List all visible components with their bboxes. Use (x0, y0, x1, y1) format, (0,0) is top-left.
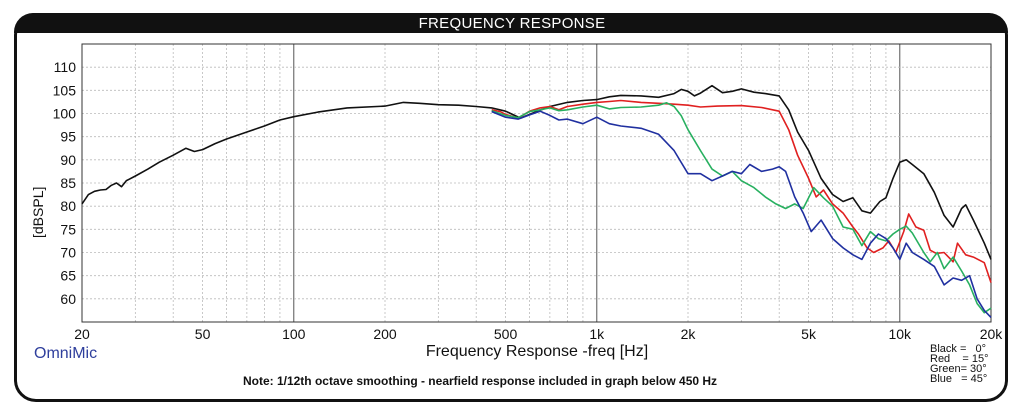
x-tick-label: 10k (888, 326, 912, 342)
legend: Black = 0° Red = 15° Green= 30° Blue = 4… (930, 343, 989, 385)
x-tick-label: 200 (373, 326, 397, 342)
y-tick-label: 70 (60, 245, 76, 261)
x-tick-label: 20k (980, 326, 1004, 342)
x-tick-label: 1k (589, 326, 605, 342)
legend-entry-blue: Blue = 45° (930, 373, 988, 385)
y-tick-label: 65 (60, 268, 76, 284)
y-tick-label: 75 (60, 221, 76, 237)
series-line-black (81, 84, 992, 260)
x-axis-label: Frequency Response -freq [Hz] (425, 343, 649, 360)
x-tick-label: 20 (74, 326, 90, 342)
x-tick-label: 2k (681, 326, 697, 342)
plot-border (81, 43, 992, 323)
y-tick-label: 85 (60, 175, 76, 191)
x-tick-label: 500 (494, 326, 518, 342)
smoothing-note: Note: 1/12th octave smoothing - nearfiel… (242, 374, 718, 388)
y-tick-label: 95 (60, 129, 76, 145)
y-tick-label: 60 (60, 291, 76, 307)
brand-label: OmniMic (34, 345, 98, 362)
y-tick-label: 90 (60, 152, 76, 168)
x-tick-label: 50 (195, 326, 211, 342)
title-bar (14, 13, 1008, 33)
y-axis-label: [dBSPL] (30, 186, 46, 238)
legend-entry-green: Green= 30° (930, 363, 987, 375)
y-tick-label: 110 (54, 59, 77, 75)
legend-entry-red: Red = 15° (930, 353, 989, 365)
legend-entry-black: Black = 0° (930, 343, 987, 355)
x-tick-label: 5k (801, 326, 817, 342)
x-tick-label: 100 (282, 326, 306, 342)
series-line-green (491, 102, 992, 314)
y-tick-label: 105 (53, 82, 77, 98)
chart-title: FREQUENCY RESPONSE (418, 15, 606, 32)
y-tick-label: 100 (53, 106, 77, 122)
series-line-blue (491, 110, 992, 318)
y-tick-label: 80 (60, 198, 76, 214)
series-line-red (491, 99, 992, 283)
